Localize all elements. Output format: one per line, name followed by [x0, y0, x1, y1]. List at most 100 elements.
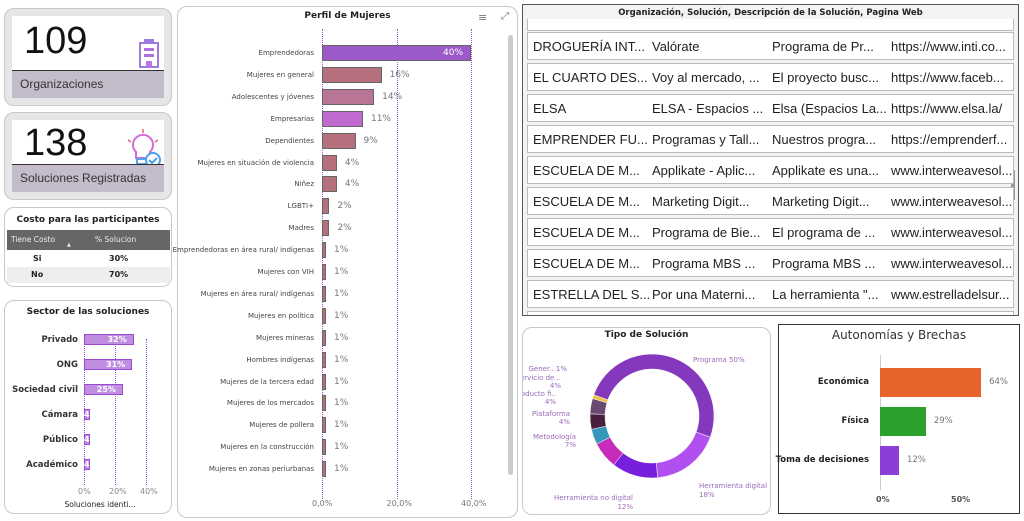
bar[interactable]	[322, 110, 363, 127]
table-cell: El programa de ...	[772, 225, 876, 240]
cell: 70%	[109, 270, 129, 279]
bar[interactable]	[84, 334, 134, 345]
slice-label: Metodología	[533, 433, 576, 441]
category-label: Empresarias	[270, 114, 314, 123]
category-label: LGBTI+	[287, 202, 314, 211]
table-row[interactable]: ESCUELA DE M... Programa MBS ... Programa …	[527, 249, 1014, 277]
category-label: Mujeres en la construcción	[220, 443, 314, 452]
header-solucion[interactable]: % Solucion	[95, 235, 137, 244]
x-tick: 0%	[876, 495, 890, 504]
table-cell: Marketing Digit...	[652, 194, 750, 209]
category-label: Madres	[288, 224, 314, 233]
scrollbar[interactable]	[508, 35, 513, 475]
slice-label: Programa 50%	[693, 356, 745, 364]
table-row[interactable]: ESTRELLA DEL S... Por una Materni... La he…	[527, 280, 1014, 308]
bar[interactable]	[84, 434, 91, 445]
bar[interactable]	[880, 368, 982, 397]
table-cell: www.interweavesol...	[891, 225, 1013, 240]
bar[interactable]	[322, 351, 326, 368]
data-label: 9%	[363, 135, 378, 146]
table-cell: https://www.faceb...	[891, 70, 1004, 85]
sort-asc-icon[interactable]: ▲	[67, 242, 71, 248]
bar[interactable]	[880, 407, 926, 436]
slice-label: 12%	[617, 503, 633, 511]
slice-label: 18%	[699, 491, 715, 499]
bar[interactable]	[322, 88, 375, 105]
chart-title: Perfil de Mujeres	[304, 11, 391, 21]
bar[interactable]	[322, 154, 337, 171]
category-label: Académico	[26, 460, 78, 470]
table-cell: La herramienta "...	[772, 287, 879, 302]
slice-programa[interactable]	[593, 353, 715, 438]
table-row: Si 30%	[7, 251, 170, 267]
bar[interactable]	[322, 373, 326, 390]
bar[interactable]	[880, 446, 899, 475]
category-label: Emprendedoras en área rural/ indígenas	[172, 246, 314, 255]
bar[interactable]	[322, 176, 337, 193]
data-label: 4	[84, 460, 90, 469]
costo-title: Costo para las participantes	[16, 215, 160, 225]
bar[interactable]	[322, 242, 326, 259]
header-tiene-costo[interactable]: Tiene Costo	[11, 235, 56, 244]
kpi-value: 109	[24, 20, 88, 62]
bar[interactable]	[322, 307, 326, 324]
table-cell: https://emprenderf...	[891, 132, 1008, 147]
category-label: Toma de decisiones	[775, 455, 869, 465]
building-icon	[139, 39, 159, 68]
scrollbar[interactable]	[1011, 170, 1015, 200]
bar[interactable]	[322, 395, 326, 412]
table-cell: Programa MBS ...	[772, 256, 876, 271]
data-label: 1%	[334, 420, 349, 431]
category-label: Mujeres en política	[247, 311, 314, 320]
table-row[interactable]: ESCUELA DE M... Applikate - Aplic... Appli…	[527, 156, 1014, 184]
table-cell: Por una Materni...	[652, 287, 756, 302]
table-cell: DROGUERÍA INT...	[533, 39, 645, 54]
bar[interactable]	[322, 132, 356, 149]
gridline	[115, 339, 116, 485]
slice-gener-[interactable]	[592, 394, 609, 404]
bar[interactable]	[322, 285, 326, 302]
bar[interactable]	[322, 461, 326, 478]
table-cell: EMPRENDER FU...	[533, 132, 648, 147]
table-cell: EL CUARTO DES...	[533, 70, 648, 85]
data-label: 11%	[370, 113, 391, 124]
bar[interactable]	[84, 384, 123, 395]
bar[interactable]	[322, 264, 326, 280]
gridline	[396, 29, 398, 499]
table-row[interactable]: EMPRENDER FU... Programas y Tall... Nuestr…	[527, 125, 1014, 153]
table-row[interactable]: EL CUARTO DES... Voy al mercado, ... El pr…	[527, 63, 1014, 91]
table-row[interactable]: ELSA ELSA - Espacios ... Elsa (Espacios La…	[527, 94, 1014, 122]
expand-icon[interactable]: ⤢	[501, 11, 509, 22]
table-row[interactable]: ESCUELA DE M... Marketing Digit... Marketi…	[527, 187, 1014, 215]
bar[interactable]	[322, 198, 330, 215]
bar[interactable]	[84, 459, 91, 470]
data-label: 1%	[334, 464, 349, 475]
data-label: 4	[84, 435, 90, 444]
table-title: Organización, Solución, Descripción de l…	[618, 8, 923, 18]
data-label: 2%	[337, 201, 352, 212]
bar[interactable]	[322, 439, 326, 456]
bar[interactable]	[322, 329, 326, 346]
table-row[interactable]: DROGUERÍA INT... Valórate Programa de Pr..…	[527, 32, 1014, 60]
table-row[interactable]: ESTRELLA DEL S...Programa "Ma...La herra…	[527, 311, 1014, 315]
bar[interactable]	[322, 45, 471, 61]
bar[interactable]	[322, 66, 382, 83]
table-row[interactable]: ESCUELA DE M... Programa de Bie... El prog…	[527, 218, 1014, 246]
filter-icon[interactable]: ≡	[478, 11, 488, 24]
bar[interactable]	[322, 417, 326, 434]
table-cell: ESCUELA DE M...	[533, 256, 640, 271]
bar[interactable]	[84, 409, 91, 420]
table-cell: Valórate	[652, 39, 700, 54]
solutions-table: Organización, Solución, Descripción de l…	[522, 4, 1019, 316]
kpi-value: 138	[24, 122, 88, 164]
slice-label: Herramienta no digital	[554, 494, 633, 502]
slice-label: 4%	[550, 382, 561, 390]
category-label: Física	[841, 416, 869, 426]
category-label: Mujeres en área rural/ indígenas	[200, 289, 314, 298]
slice-herramienta-digital[interactable]	[655, 431, 711, 479]
data-label: 40%	[443, 48, 464, 58]
bar[interactable]	[322, 220, 330, 237]
category-label: Mujeres mineras	[256, 333, 314, 342]
bar[interactable]	[84, 359, 133, 370]
